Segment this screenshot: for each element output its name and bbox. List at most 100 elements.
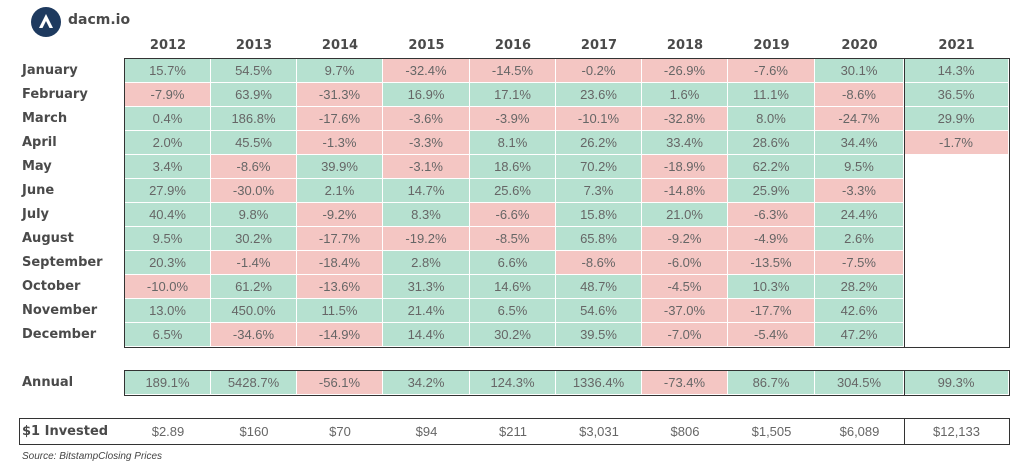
annual-cell: 5428.7% (211, 371, 297, 395)
invested-cell: $12,133 (933, 424, 980, 439)
column-header-2016: 2016 (494, 38, 532, 53)
heatmap-cell: -9.2% (642, 227, 728, 251)
heatmap-cell: 9.5% (815, 155, 904, 179)
annual-cell: 34.2% (383, 371, 470, 395)
heatmap-cell: 0.4% (125, 107, 211, 131)
heatmap-cell: 65.8% (556, 227, 642, 251)
heatmap-cell: -37.0% (642, 299, 728, 323)
heatmap-cell: -10.1% (556, 107, 642, 131)
heatmap-cell: 7.3% (556, 179, 642, 203)
heatmap-cell: 10.3% (728, 275, 815, 299)
heatmap-cell: -8.6% (211, 155, 297, 179)
heatmap-cell: 186.8% (211, 107, 297, 131)
heatmap-cell: 36.5% (904, 83, 1009, 107)
heatmap-cell: 2.6% (815, 227, 904, 251)
column-header-2018: 2018 (666, 38, 704, 53)
annual-cell: 304.5% (815, 371, 904, 395)
heatmap-cell: -13.5% (728, 251, 815, 275)
column-header-2013: 2013 (235, 38, 273, 53)
heatmap-cell: -4.9% (728, 227, 815, 251)
invested-cell: $3,031 (579, 424, 619, 439)
heatmap-cell: -1.7% (904, 131, 1009, 155)
heatmap-cell: 61.2% (211, 275, 297, 299)
heatmap-cell (904, 275, 1009, 299)
heatmap-cell (904, 251, 1009, 275)
invested-cell: $94 (415, 424, 438, 439)
heatmap-cell: 16.9% (383, 83, 470, 107)
heatmap-cell: 1.6% (642, 83, 728, 107)
heatmap-cell: -3.6% (383, 107, 470, 131)
heatmap-cell (904, 179, 1009, 203)
heatmap-cell: 30.2% (211, 227, 297, 251)
heatmap-cell: 28.2% (815, 275, 904, 299)
source-note: Source: BitstampClosing Prices (22, 451, 163, 462)
heatmap-cell: 34.4% (815, 131, 904, 155)
dacm-logo-icon (31, 7, 61, 37)
heatmap-cell: -30.0% (211, 179, 297, 203)
invested-cell: $70 (329, 424, 351, 439)
heatmap-cell: -10.0% (125, 275, 211, 299)
heatmap-cell (904, 155, 1009, 179)
heatmap-cell: -0.2% (556, 59, 642, 83)
heatmap-cell: 63.9% (211, 83, 297, 107)
heatmap-cell: -8.5% (470, 227, 556, 251)
heatmap-cell: -1.3% (297, 131, 383, 155)
heatmap-cell: -32.4% (383, 59, 470, 83)
heatmap-cell (904, 227, 1009, 251)
heatmap-cell: -1.4% (211, 251, 297, 275)
heatmap-cell: -17.7% (728, 299, 815, 323)
row-label-september: September (22, 255, 103, 270)
annual-cell: 99.3% (904, 371, 1009, 395)
heatmap-cell: 15.8% (556, 203, 642, 227)
column-header-2017: 2017 (580, 38, 618, 53)
heatmap-cell: 17.1% (470, 83, 556, 107)
row-label-june: June (22, 183, 55, 198)
heatmap-cell: 8.1% (470, 131, 556, 155)
heatmap-cell: -3.1% (383, 155, 470, 179)
heatmap-cell: 25.6% (470, 179, 556, 203)
heatmap-cell: 27.9% (125, 179, 211, 203)
row-label-august: August (22, 231, 74, 246)
heatmap-cell: -4.5% (642, 275, 728, 299)
brand-name: dacm.io (68, 12, 131, 28)
column-header-2019: 2019 (753, 38, 790, 53)
annual-cell: 86.7% (728, 371, 815, 395)
heatmap-cell: 29.9% (904, 107, 1009, 131)
annual-cell: 124.3% (470, 371, 556, 395)
heatmap-cell: 2.8% (383, 251, 470, 275)
heatmap-cell: 28.6% (728, 131, 815, 155)
heatmap-cell: 14.6% (470, 275, 556, 299)
heatmap-cell: 42.6% (815, 299, 904, 323)
heatmap-cell: -34.6% (211, 323, 297, 347)
heatmap-cell: -19.2% (383, 227, 470, 251)
invested-cell: $2.89 (151, 424, 185, 439)
heatmap-cell: 8.0% (728, 107, 815, 131)
heatmap-cell: -18.9% (642, 155, 728, 179)
heatmap-cell: -3.3% (383, 131, 470, 155)
annual-cell: -56.1% (297, 371, 383, 395)
invested-cell: $806 (670, 424, 700, 439)
column-header-2012: 2012 (149, 38, 187, 53)
heatmap-cell (904, 203, 1009, 227)
invested-cell: $160 (239, 424, 269, 439)
heatmap-cell (904, 299, 1009, 323)
heatmap-cell: 54.6% (556, 299, 642, 323)
annual-cell: 1336.4% (556, 371, 642, 395)
heatmap-cell: 45.5% (211, 131, 297, 155)
heatmap-cell: -32.8% (642, 107, 728, 131)
row-label-january: January (22, 63, 78, 78)
column-header-2020: 2020 (841, 38, 878, 53)
heatmap-cell: 62.2% (728, 155, 815, 179)
row-label-march: March (22, 111, 68, 126)
column-header-2015: 2015 (408, 38, 445, 53)
column-header-2021: 2021 (938, 38, 975, 53)
heatmap-cell: -17.6% (297, 107, 383, 131)
heatmap-cell: 8.3% (383, 203, 470, 227)
heatmap-cell: -8.6% (556, 251, 642, 275)
annual-cell: -73.4% (642, 371, 728, 395)
heatmap-cell: -3.9% (470, 107, 556, 131)
row-label-november: November (22, 303, 98, 318)
heatmap-cell: -18.4% (297, 251, 383, 275)
heatmap-cell: -5.4% (728, 323, 815, 347)
